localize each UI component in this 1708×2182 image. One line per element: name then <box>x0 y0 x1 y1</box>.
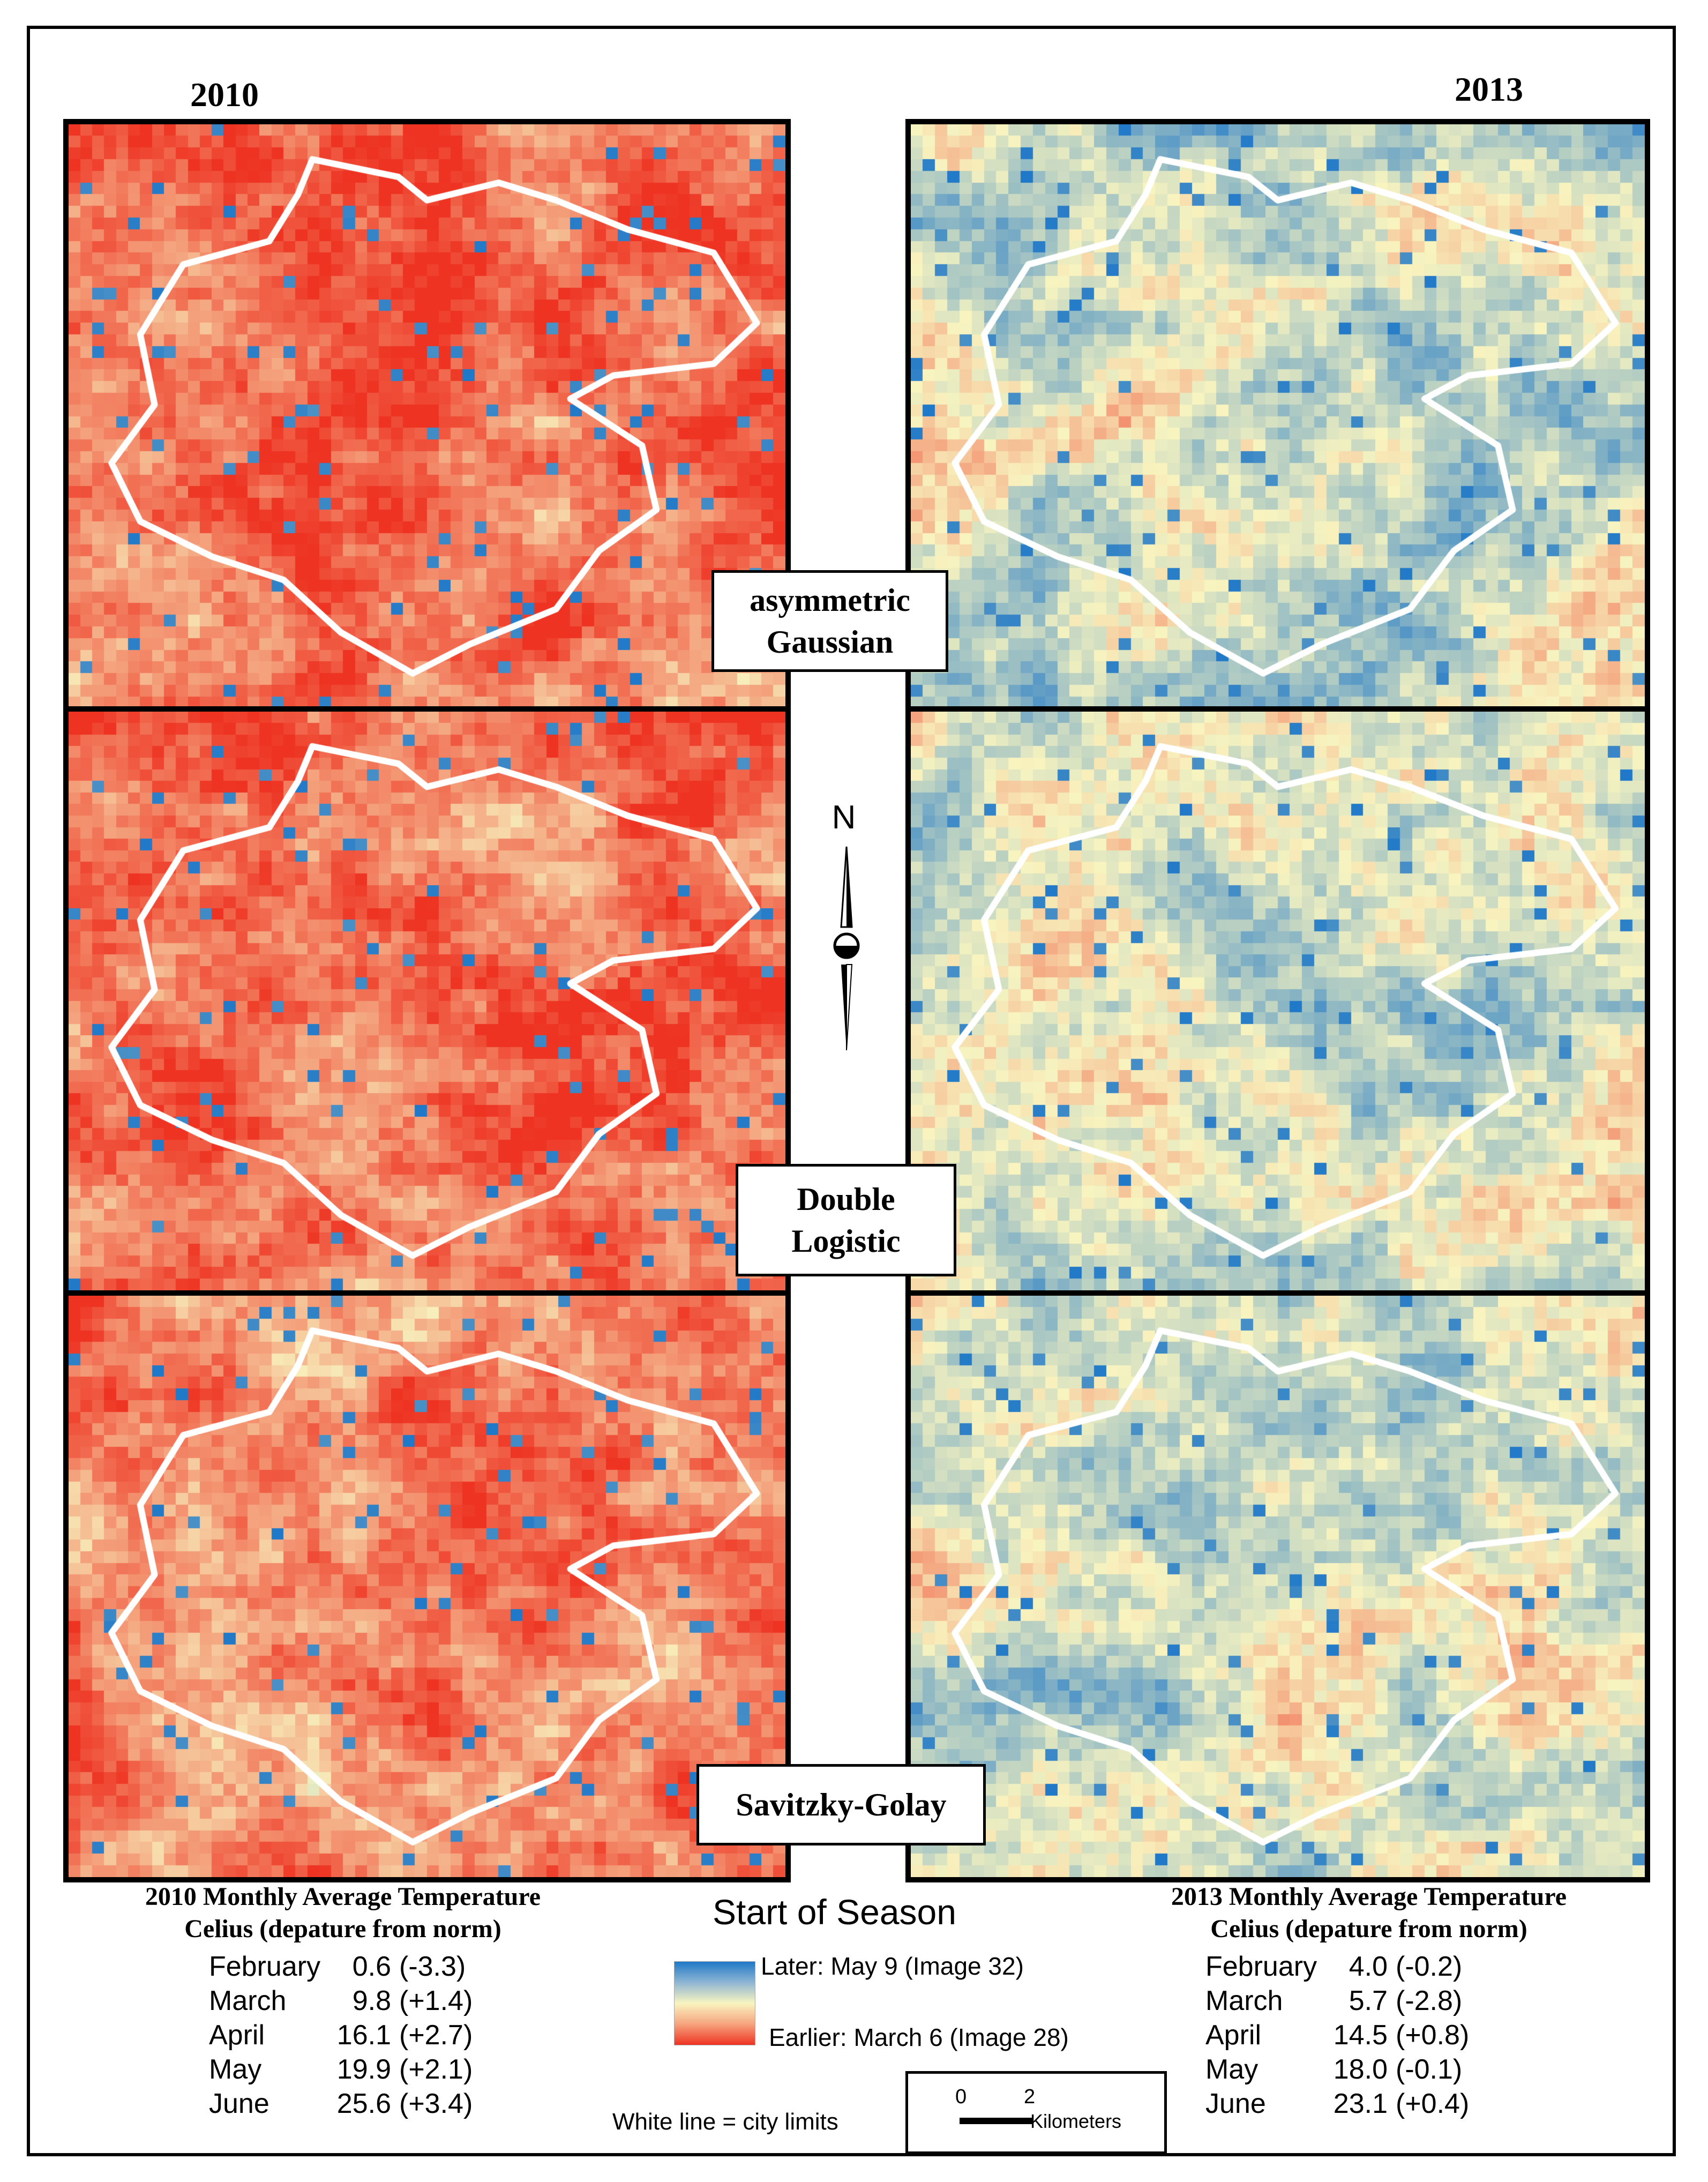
temp-departure: (-0.1) <box>1396 2054 1463 2085</box>
temps-2013-title-line1: 2013 Monthly Average Temperature <box>1171 1882 1567 1911</box>
temps-2010-title-line2: Celius (depature from norm) <box>184 1915 501 1943</box>
sos-raster-2010-ag <box>69 124 785 708</box>
city-limits-note: White line = city limits <box>612 2109 838 2135</box>
legend-later-label: Later: May 9 (Image 32) <box>761 1952 1024 1980</box>
method-label-double-logistic: Double Logistic <box>736 1164 956 1276</box>
temp-departure: (+0.4) <box>1396 2088 1470 2119</box>
map-2010-asymmetric-gaussian <box>63 119 791 714</box>
scale-unit: Kilometers <box>1030 2110 1122 2132</box>
temp-month: May <box>209 2054 262 2085</box>
map-frame <box>27 26 1676 2156</box>
scale-bar: 0 2 Kilometers <box>905 2071 1167 2154</box>
sos-raster-2010-dl <box>69 712 785 1290</box>
map-2010-double-logistic <box>63 706 791 1296</box>
scale-tick-2: 2 <box>1024 2086 1036 2108</box>
temp-month: February <box>209 1951 321 1982</box>
temp-value: 0.6 <box>352 1951 391 1982</box>
sos-raster-2013-dl <box>911 712 1645 1290</box>
temps-2010-title: 2010 Monthly Average Temperature Celius … <box>88 1881 597 1945</box>
legend-title: Start of Season <box>713 1892 956 1932</box>
temp-month: June <box>209 2088 269 2119</box>
temp-departure: (-0.2) <box>1396 1951 1463 1982</box>
temp-value: 4.0 <box>1349 1951 1388 1982</box>
north-label: N <box>831 799 856 836</box>
temp-month: April <box>209 2020 265 2051</box>
year-2010-label: 2010 <box>190 76 259 114</box>
temp-month: April <box>1205 2020 1262 2051</box>
map-2013-savitzky-golay <box>905 1290 1650 1882</box>
temps-2010-title-line1: 2010 Monthly Average Temperature <box>145 1882 541 1911</box>
temp-departure: (+2.7) <box>399 2020 473 2051</box>
temps-2013-title-line2: Celius (depature from norm) <box>1210 1915 1527 1943</box>
temp-value: 23.1 <box>1333 2088 1388 2119</box>
temp-value: 9.8 <box>352 1985 391 2016</box>
temp-value: 5.7 <box>1349 1985 1388 2016</box>
sos-raster-2013-sg <box>911 1296 1645 1877</box>
temp-month: May <box>1205 2054 1258 2085</box>
temp-departure: (+2.1) <box>399 2054 473 2085</box>
method-dl-line2: Logistic <box>791 1223 901 1259</box>
temp-departure: (-2.8) <box>1396 1985 1463 2016</box>
scale-tick-0: 0 <box>955 2086 967 2108</box>
map-2013-double-logistic <box>905 706 1650 1296</box>
map-2010-savitzky-golay <box>63 1290 791 1882</box>
method-sg-line1: Savitzky-Golay <box>736 1787 947 1822</box>
temp-value: 16.1 <box>336 2020 391 2051</box>
map-2013-asymmetric-gaussian <box>905 119 1650 714</box>
method-asym-line2: Gaussian <box>766 624 894 660</box>
temp-value: 25.6 <box>336 2088 391 2119</box>
method-asym-line1: asymmetric <box>750 582 910 618</box>
scale-bar-graphic <box>960 2118 1032 2124</box>
method-label-savitzky-golay: Savitzky-Golay <box>696 1764 986 1845</box>
temp-month: March <box>209 1985 287 2016</box>
temp-month: March <box>1205 1985 1283 2016</box>
temp-departure: (+1.4) <box>399 1985 473 2016</box>
temp-month: June <box>1205 2088 1266 2119</box>
temp-value: 14.5 <box>1333 2020 1388 2051</box>
temp-departure: (+0.8) <box>1396 2020 1470 2051</box>
sos-raster-2013-ag <box>911 124 1645 708</box>
legend-earlier-label: Earlier: March 6 (Image 28) <box>769 2023 1069 2051</box>
temp-value: 19.9 <box>336 2054 391 2085</box>
temp-month: February <box>1205 1951 1317 1982</box>
method-label-asymmetric-gaussian: asymmetric Gaussian <box>711 570 948 672</box>
sos-raster-2010-sg <box>69 1296 785 1877</box>
north-arrow-icon <box>833 846 860 1051</box>
year-2013-label: 2013 <box>1455 70 1523 108</box>
legend-color-ramp <box>674 1961 755 2045</box>
temp-value: 18.0 <box>1333 2054 1388 2085</box>
temp-departure: (-3.3) <box>399 1951 466 1982</box>
method-dl-line1: Double <box>797 1182 895 1217</box>
temps-2013-title: 2013 Monthly Average Temperature Celius … <box>1114 1881 1623 1945</box>
temp-departure: (+3.4) <box>399 2088 473 2119</box>
